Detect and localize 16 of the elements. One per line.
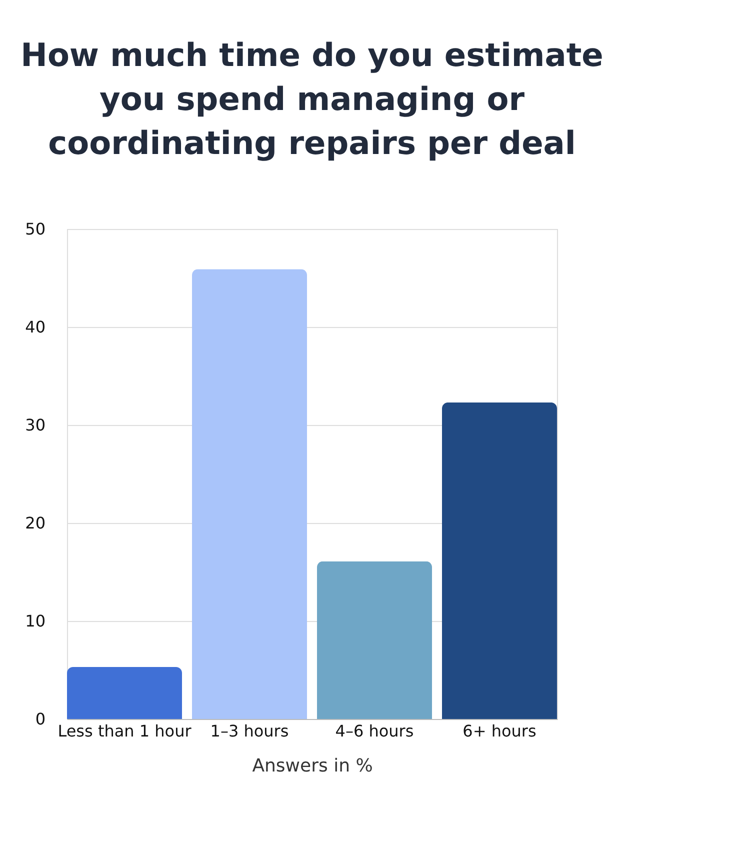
bar [192, 269, 307, 719]
bar [442, 402, 557, 719]
y-tick-label: 20 [25, 514, 46, 532]
y-tick-label: 40 [25, 318, 46, 336]
y-tick-label: 50 [25, 220, 46, 238]
x-tick-label: 4–6 hours [335, 722, 414, 740]
x-axis-title: Answers in % [252, 756, 373, 776]
bar [317, 561, 432, 719]
x-tick-label: 1–3 hours [210, 722, 289, 740]
y-tick-label: 10 [25, 612, 46, 630]
x-tick-label: Less than 1 hour [58, 722, 192, 740]
bar [67, 667, 182, 719]
y-tick-label: 30 [25, 416, 46, 434]
y-tick-label: 0 [35, 710, 46, 728]
x-tick-label: 6+ hours [462, 722, 536, 740]
chart-title: How much time do you estimate you spend managing or coordinating repairs per deal [20, 36, 604, 162]
